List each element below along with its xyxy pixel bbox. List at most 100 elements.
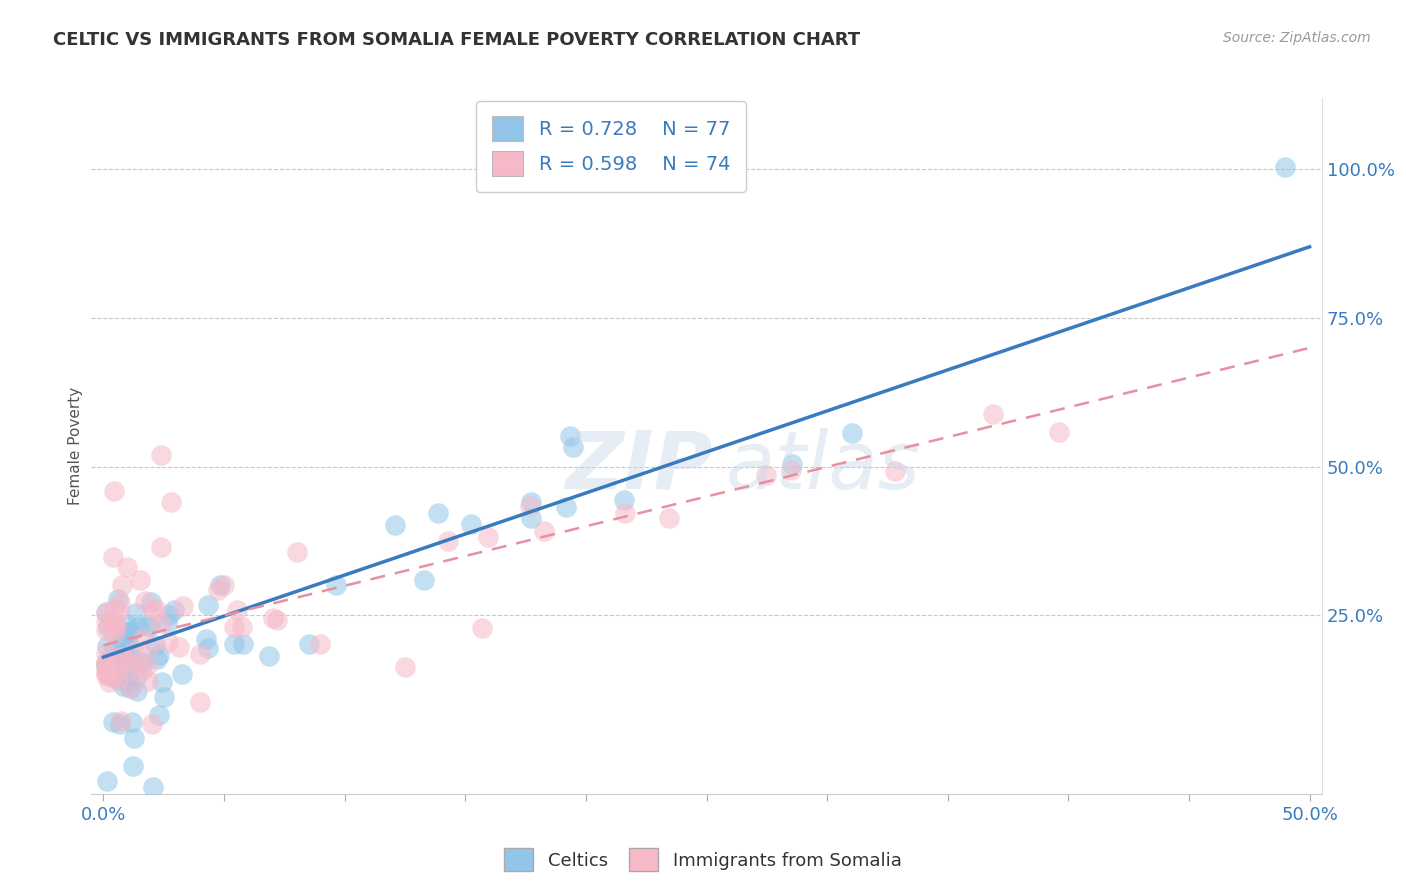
- Point: [107, 604, 129, 618]
- Point: [94, 606, 117, 620]
- Point: [141, 717, 163, 731]
- Point: [120, 624, 142, 639]
- Point: [1274, 160, 1296, 174]
- Point: [145, 601, 167, 615]
- Point: [141, 595, 163, 609]
- Point: [110, 714, 132, 728]
- Point: [117, 617, 139, 632]
- Text: ZIP: ZIP: [565, 428, 713, 506]
- Point: [127, 619, 149, 633]
- Point: [142, 602, 165, 616]
- Point: [159, 495, 181, 509]
- Point: [120, 681, 142, 695]
- Point: [136, 659, 159, 673]
- Point: [150, 448, 173, 462]
- Point: [555, 500, 578, 515]
- Point: [232, 637, 254, 651]
- Point: [104, 616, 127, 631]
- Point: [108, 716, 131, 731]
- Point: [107, 592, 129, 607]
- Point: [103, 641, 125, 656]
- Point: [125, 657, 148, 672]
- Point: [148, 648, 170, 663]
- Point: [96, 656, 118, 670]
- Point: [519, 499, 541, 513]
- Point: [122, 652, 145, 666]
- Text: Source: ZipAtlas.com: Source: ZipAtlas.com: [1223, 31, 1371, 45]
- Point: [94, 657, 117, 672]
- Point: [394, 660, 416, 674]
- Point: [94, 623, 117, 637]
- Point: [103, 601, 125, 615]
- Point: [222, 638, 245, 652]
- Point: [148, 707, 170, 722]
- Point: [94, 615, 117, 629]
- Point: [981, 407, 1004, 421]
- Legend: Celtics, Immigrants from Somalia: Celtics, Immigrants from Somalia: [498, 841, 908, 879]
- Point: [118, 625, 141, 640]
- Point: [150, 674, 173, 689]
- Point: [111, 634, 134, 648]
- Point: [143, 639, 166, 653]
- Point: [96, 773, 118, 788]
- Point: [841, 425, 863, 440]
- Point: [101, 656, 124, 670]
- Point: [146, 652, 169, 666]
- Point: [150, 540, 173, 554]
- Point: [614, 506, 637, 520]
- Point: [98, 674, 121, 689]
- Point: [107, 673, 129, 688]
- Point: [780, 457, 803, 471]
- Point: [167, 640, 190, 654]
- Point: [97, 620, 120, 634]
- Point: [222, 620, 245, 634]
- Point: [132, 655, 155, 669]
- Point: [883, 464, 905, 478]
- Point: [136, 619, 159, 633]
- Point: [225, 603, 247, 617]
- Point: [124, 606, 146, 620]
- Point: [112, 646, 135, 660]
- Point: [96, 665, 118, 679]
- Point: [128, 657, 150, 671]
- Point: [117, 626, 139, 640]
- Point: [122, 645, 145, 659]
- Point: [111, 578, 134, 592]
- Point: [112, 679, 135, 693]
- Point: [412, 573, 434, 587]
- Point: [477, 530, 499, 544]
- Point: [142, 780, 165, 795]
- Point: [103, 483, 125, 498]
- Legend: R = 0.728    N = 77, R = 0.598    N = 74: R = 0.728 N = 77, R = 0.598 N = 74: [477, 101, 745, 192]
- Point: [107, 651, 129, 665]
- Point: [120, 640, 142, 654]
- Point: [118, 681, 141, 695]
- Point: [115, 667, 138, 681]
- Point: [105, 656, 128, 670]
- Point: [131, 665, 153, 679]
- Point: [197, 599, 219, 613]
- Point: [110, 649, 132, 664]
- Point: [104, 615, 127, 629]
- Point: [188, 695, 211, 709]
- Point: [262, 610, 284, 624]
- Point: [118, 664, 141, 678]
- Point: [212, 578, 235, 592]
- Point: [172, 666, 194, 681]
- Point: [208, 578, 231, 592]
- Point: [121, 715, 143, 730]
- Point: [138, 640, 160, 655]
- Point: [125, 683, 148, 698]
- Point: [471, 621, 494, 635]
- Point: [104, 659, 127, 673]
- Point: [658, 511, 681, 525]
- Point: [108, 596, 131, 610]
- Point: [533, 524, 555, 539]
- Point: [163, 603, 186, 617]
- Point: [132, 631, 155, 645]
- Point: [117, 674, 139, 689]
- Point: [558, 429, 581, 443]
- Text: CELTIC VS IMMIGRANTS FROM SOMALIA FEMALE POVERTY CORRELATION CHART: CELTIC VS IMMIGRANTS FROM SOMALIA FEMALE…: [53, 31, 860, 49]
- Point: [257, 649, 280, 664]
- Point: [188, 647, 211, 661]
